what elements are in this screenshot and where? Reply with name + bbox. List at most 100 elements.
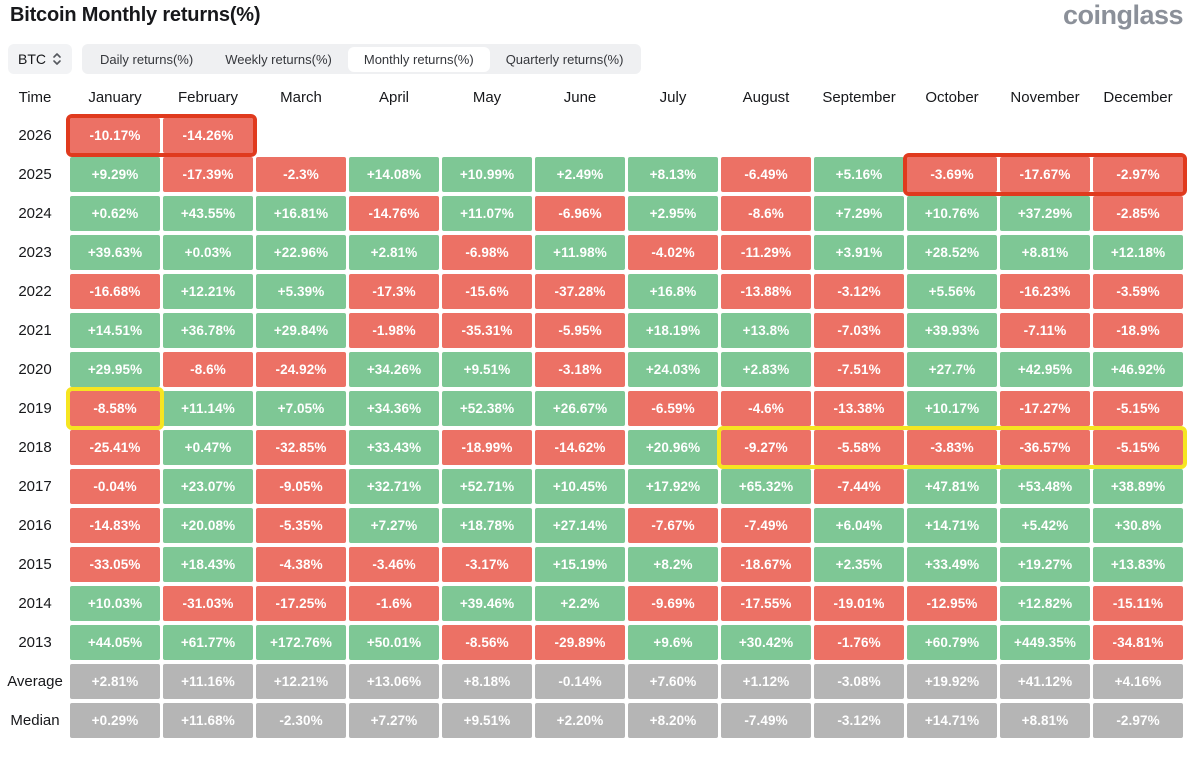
return-cell-2019-december: -5.15% xyxy=(1093,391,1183,426)
return-cell-2017-february: +23.07% xyxy=(163,469,253,504)
return-cell-2013-june: -29.89% xyxy=(535,625,625,660)
return-cell-2013-april: +50.01% xyxy=(349,625,439,660)
row-cells: +39.63% +0.03% +22.96% +2.81% -6.98% +11.98% -… xyxy=(70,235,1183,270)
return-cell-2019-april: +34.36% xyxy=(349,391,439,426)
empty-cell xyxy=(256,118,346,153)
row-cells: -10.17% -14.26% xyxy=(66,114,1183,157)
return-cell-2021-march: +29.84% xyxy=(256,313,346,348)
return-cell-2014-january: +10.03% xyxy=(70,586,160,621)
symbol-label: BTC xyxy=(18,51,46,67)
return-cell-2014-may: +39.46% xyxy=(442,586,532,621)
return-cell-2022-september: -3.12% xyxy=(814,274,904,309)
return-cell-2019-july: -6.59% xyxy=(628,391,718,426)
return-cell-2016-april: +7.27% xyxy=(349,508,439,543)
return-cell-2015-may: -3.17% xyxy=(442,547,532,582)
return-cell-average-january: +2.81% xyxy=(70,664,160,699)
return-cell-2016-october: +14.71% xyxy=(907,508,997,543)
table-row-2015: 2015 -33.05% +18.43% -4.38% -3.46% -3.17% +15.… xyxy=(0,547,1190,582)
return-cell-2016-january: -14.83% xyxy=(70,508,160,543)
empty-cell xyxy=(535,118,625,153)
month-headers: January February March April May June July Augu… xyxy=(70,89,1183,106)
row-cells: -8.58% +11.14% +7.05% +34.36% +52.38% +26.67%… xyxy=(66,387,1183,430)
return-cell-2026-february: -14.26% xyxy=(163,118,253,153)
return-cell-2015-february: +18.43% xyxy=(163,547,253,582)
empty-cell xyxy=(1000,118,1090,153)
return-cell-2024-july: +2.95% xyxy=(628,196,718,231)
table-header-row: Time January February March April May June Jul… xyxy=(0,84,1190,110)
return-cell-2018-june: -14.62% xyxy=(535,430,625,465)
return-cell-2015-september: +2.35% xyxy=(814,547,904,582)
table-row-2023: 2023 +39.63% +0.03% +22.96% +2.81% -6.98% +11.… xyxy=(0,235,1190,270)
return-cell-average-september: -3.08% xyxy=(814,664,904,699)
return-cell-2014-august: -17.55% xyxy=(721,586,811,621)
return-cell-2022-may: -15.6% xyxy=(442,274,532,309)
return-cell-median-november: +8.81% xyxy=(1000,703,1090,738)
return-cell-average-february: +11.16% xyxy=(163,664,253,699)
return-cell-2025-october: -3.69% xyxy=(907,157,997,192)
return-cell-2019-october: +10.17% xyxy=(907,391,997,426)
row-cells: +2.81% +11.16% +12.21% +13.06% +8.18% -0.14% +… xyxy=(70,664,1183,699)
return-cell-2013-august: +30.42% xyxy=(721,625,811,660)
column-header-june: June xyxy=(563,88,597,106)
return-cell-2017-december: +38.89% xyxy=(1093,469,1183,504)
column-header-july: July xyxy=(659,88,687,106)
row-label: 2014 xyxy=(18,595,52,612)
return-cell-2014-july: -9.69% xyxy=(628,586,718,621)
return-cell-average-july: +7.60% xyxy=(628,664,718,699)
row-label: 2026 xyxy=(18,127,52,144)
table-row-2025: 2025 +9.29% -17.39% -2.3% +14.08% +10.99% +2.4… xyxy=(0,153,1190,196)
column-header-may: May xyxy=(472,88,502,106)
return-cell-median-january: +0.29% xyxy=(70,703,160,738)
return-cell-2019-november: -17.27% xyxy=(1000,391,1090,426)
row-cells: +0.29% +11.68% -2.30% +7.27% +9.51% +2.20% +8.… xyxy=(70,703,1183,738)
tab-quarterly-returns[interactable]: Quarterly returns(%) xyxy=(505,51,624,67)
return-cell-2016-may: +18.78% xyxy=(442,508,532,543)
return-cell-2020-january: +29.95% xyxy=(70,352,160,387)
return-cell-2024-august: -8.6% xyxy=(721,196,811,231)
table-body: 2026 -10.17% -14.26% 2025 +9.29% -17.39% -2.3%… xyxy=(0,114,1190,738)
return-cell-2013-january: +44.05% xyxy=(70,625,160,660)
return-cell-2025-may: +10.99% xyxy=(442,157,532,192)
return-cell-2018-may: -18.99% xyxy=(442,430,532,465)
tab-daily-returns[interactable]: Daily returns(%) xyxy=(100,51,194,67)
return-cell-2021-may: -35.31% xyxy=(442,313,532,348)
return-cell-2021-june: -5.95% xyxy=(535,313,625,348)
return-cell-median-june: +2.20% xyxy=(535,703,625,738)
table-row-2021: 2021 +14.51% +36.78% +29.84% -1.98% -35.31% -5… xyxy=(0,313,1190,348)
return-cell-2017-september: -7.44% xyxy=(814,469,904,504)
return-cell-2022-august: -13.88% xyxy=(721,274,811,309)
row-cells: +9.29% -17.39% -2.3% +14.08% +10.99% +2.49% +8… xyxy=(70,153,1187,196)
return-cell-2023-november: +8.81% xyxy=(1000,235,1090,270)
return-cell-median-october: +14.71% xyxy=(907,703,997,738)
time-column-header: Time xyxy=(18,88,52,106)
return-cell-2023-may: -6.98% xyxy=(442,235,532,270)
table-row-2013: 2013 +44.05% +61.77% +172.76% +50.01% -8.56% -… xyxy=(0,625,1190,660)
row-label: Average xyxy=(7,673,63,690)
return-cell-2023-march: +22.96% xyxy=(256,235,346,270)
symbol-selector[interactable]: BTC xyxy=(8,44,72,74)
return-cell-2022-march: +5.39% xyxy=(256,274,346,309)
return-cell-2018-april: +33.43% xyxy=(349,430,439,465)
return-cell-median-july: +8.20% xyxy=(628,703,718,738)
return-cell-median-may: +9.51% xyxy=(442,703,532,738)
column-header-february: February xyxy=(177,88,239,106)
column-header-august: August xyxy=(742,88,790,106)
return-cell-median-september: -3.12% xyxy=(814,703,904,738)
return-cell-2020-june: -3.18% xyxy=(535,352,625,387)
return-cell-2017-november: +53.48% xyxy=(1000,469,1090,504)
return-cell-2015-january: -33.05% xyxy=(70,547,160,582)
return-cell-2021-january: +14.51% xyxy=(70,313,160,348)
table-row-median: Median +0.29% +11.68% -2.30% +7.27% +9.51% +2.… xyxy=(0,703,1190,738)
return-cell-2021-august: +13.8% xyxy=(721,313,811,348)
return-cell-2022-july: +16.8% xyxy=(628,274,718,309)
return-cell-2021-october: +39.93% xyxy=(907,313,997,348)
tab-weekly-returns[interactable]: Weekly returns(%) xyxy=(225,51,332,67)
row-cells: +14.51% +36.78% +29.84% -1.98% -35.31% -5.95%… xyxy=(70,313,1183,348)
return-cell-2024-december: -2.85% xyxy=(1093,196,1183,231)
return-cell-2021-november: -7.11% xyxy=(1000,313,1090,348)
return-cell-2022-june: -37.28% xyxy=(535,274,625,309)
return-cell-2023-september: +3.91% xyxy=(814,235,904,270)
row-label: Median xyxy=(10,712,60,729)
tab-monthly-returns[interactable]: Monthly returns(%) xyxy=(347,46,490,72)
